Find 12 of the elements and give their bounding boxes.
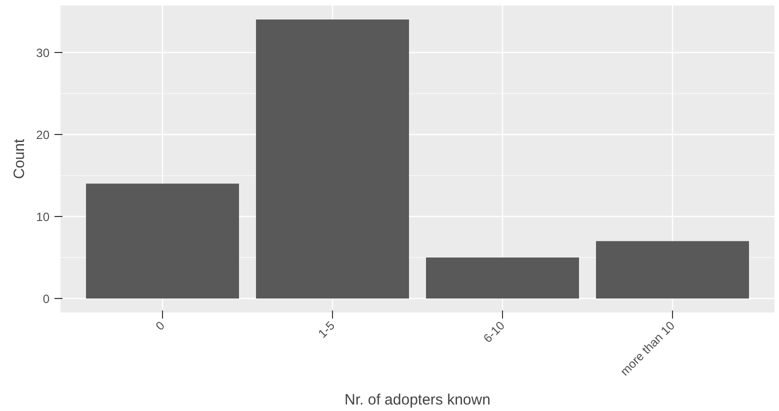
x-axis-title: Nr. of adopters known bbox=[344, 391, 490, 408]
y-axis-title: Count bbox=[11, 138, 28, 180]
x-tick-label: 1-5 bbox=[315, 318, 338, 341]
bar bbox=[426, 258, 579, 299]
bar bbox=[86, 184, 239, 299]
x-tick-label: 0 bbox=[152, 318, 168, 334]
y-tick-label: 10 bbox=[36, 210, 50, 224]
y-tick-label: 30 bbox=[36, 46, 50, 60]
y-tick-label: 0 bbox=[42, 292, 50, 306]
bar bbox=[596, 241, 749, 299]
y-tick-label: 20 bbox=[36, 128, 50, 142]
bar bbox=[256, 19, 409, 299]
